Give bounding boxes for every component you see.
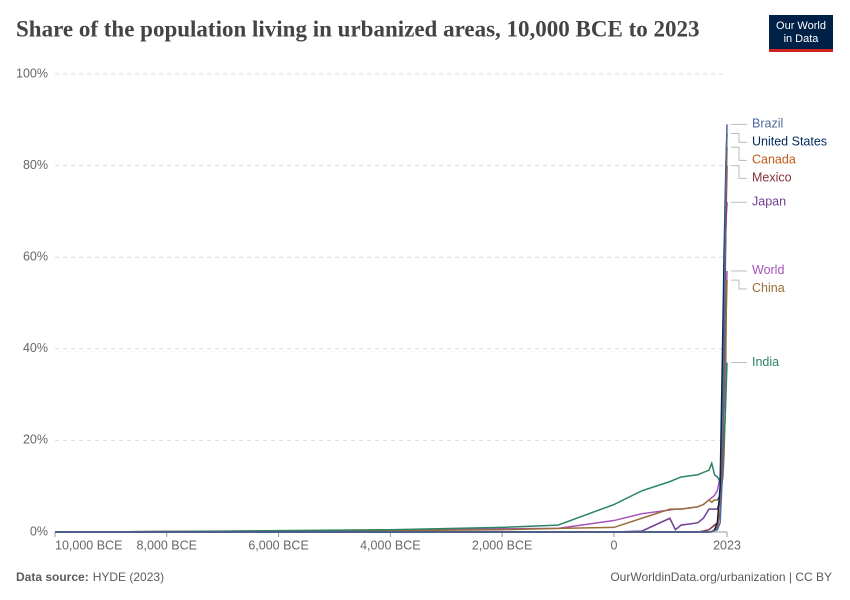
y-tick-label: 60%	[23, 249, 48, 263]
legend-label: Brazil	[752, 117, 783, 131]
logo-stripe	[769, 49, 833, 52]
legend-label: United States	[752, 135, 827, 149]
x-tick-label: 6,000 BCE	[248, 538, 308, 552]
x-tick-label: 10,000 BCE	[55, 538, 122, 552]
x-tick-label: 4,000 BCE	[360, 538, 420, 552]
x-tick-label: 0	[610, 538, 617, 552]
chart-title: Share of the population living in urbani…	[16, 16, 700, 41]
series-line	[54, 362, 728, 533]
y-tick-label: 20%	[23, 433, 48, 447]
y-tick-label: 0%	[30, 524, 48, 538]
series-line	[55, 124, 728, 533]
series-line	[55, 147, 728, 533]
series-line	[54, 270, 728, 533]
label-connector	[731, 146, 747, 161]
source-value: HYDE (2023)	[93, 570, 164, 584]
source: Data source: HYDE (2023)	[16, 570, 164, 584]
logo-text: Our World	[776, 20, 826, 32]
x-tick-label: 8,000 BCE	[137, 538, 197, 552]
series-line	[54, 280, 728, 533]
series-line	[55, 202, 728, 533]
legend-label: Mexico	[752, 171, 792, 185]
x-tick-label: 2,000 BCE	[472, 538, 532, 552]
logo	[769, 15, 833, 52]
y-tick-label: 40%	[23, 341, 48, 355]
series-line	[55, 133, 728, 533]
footer-note: OurWorldinData.org/urbanization | CC BY	[610, 570, 832, 584]
label-connector	[731, 165, 747, 179]
legend-label: Canada	[752, 153, 796, 167]
legend-label: India	[752, 355, 779, 369]
y-tick-label: 80%	[23, 158, 48, 172]
legend-label: World	[752, 263, 784, 277]
source-label: Data source:	[16, 570, 89, 584]
legend-label: Japan	[752, 195, 786, 209]
legend-label: China	[752, 281, 785, 295]
y-tick-label: 100%	[16, 66, 48, 80]
label-connector	[731, 133, 747, 143]
label-connector	[731, 279, 747, 290]
logo-text: in Data	[784, 33, 820, 45]
x-tick-label: 2023	[713, 538, 741, 552]
